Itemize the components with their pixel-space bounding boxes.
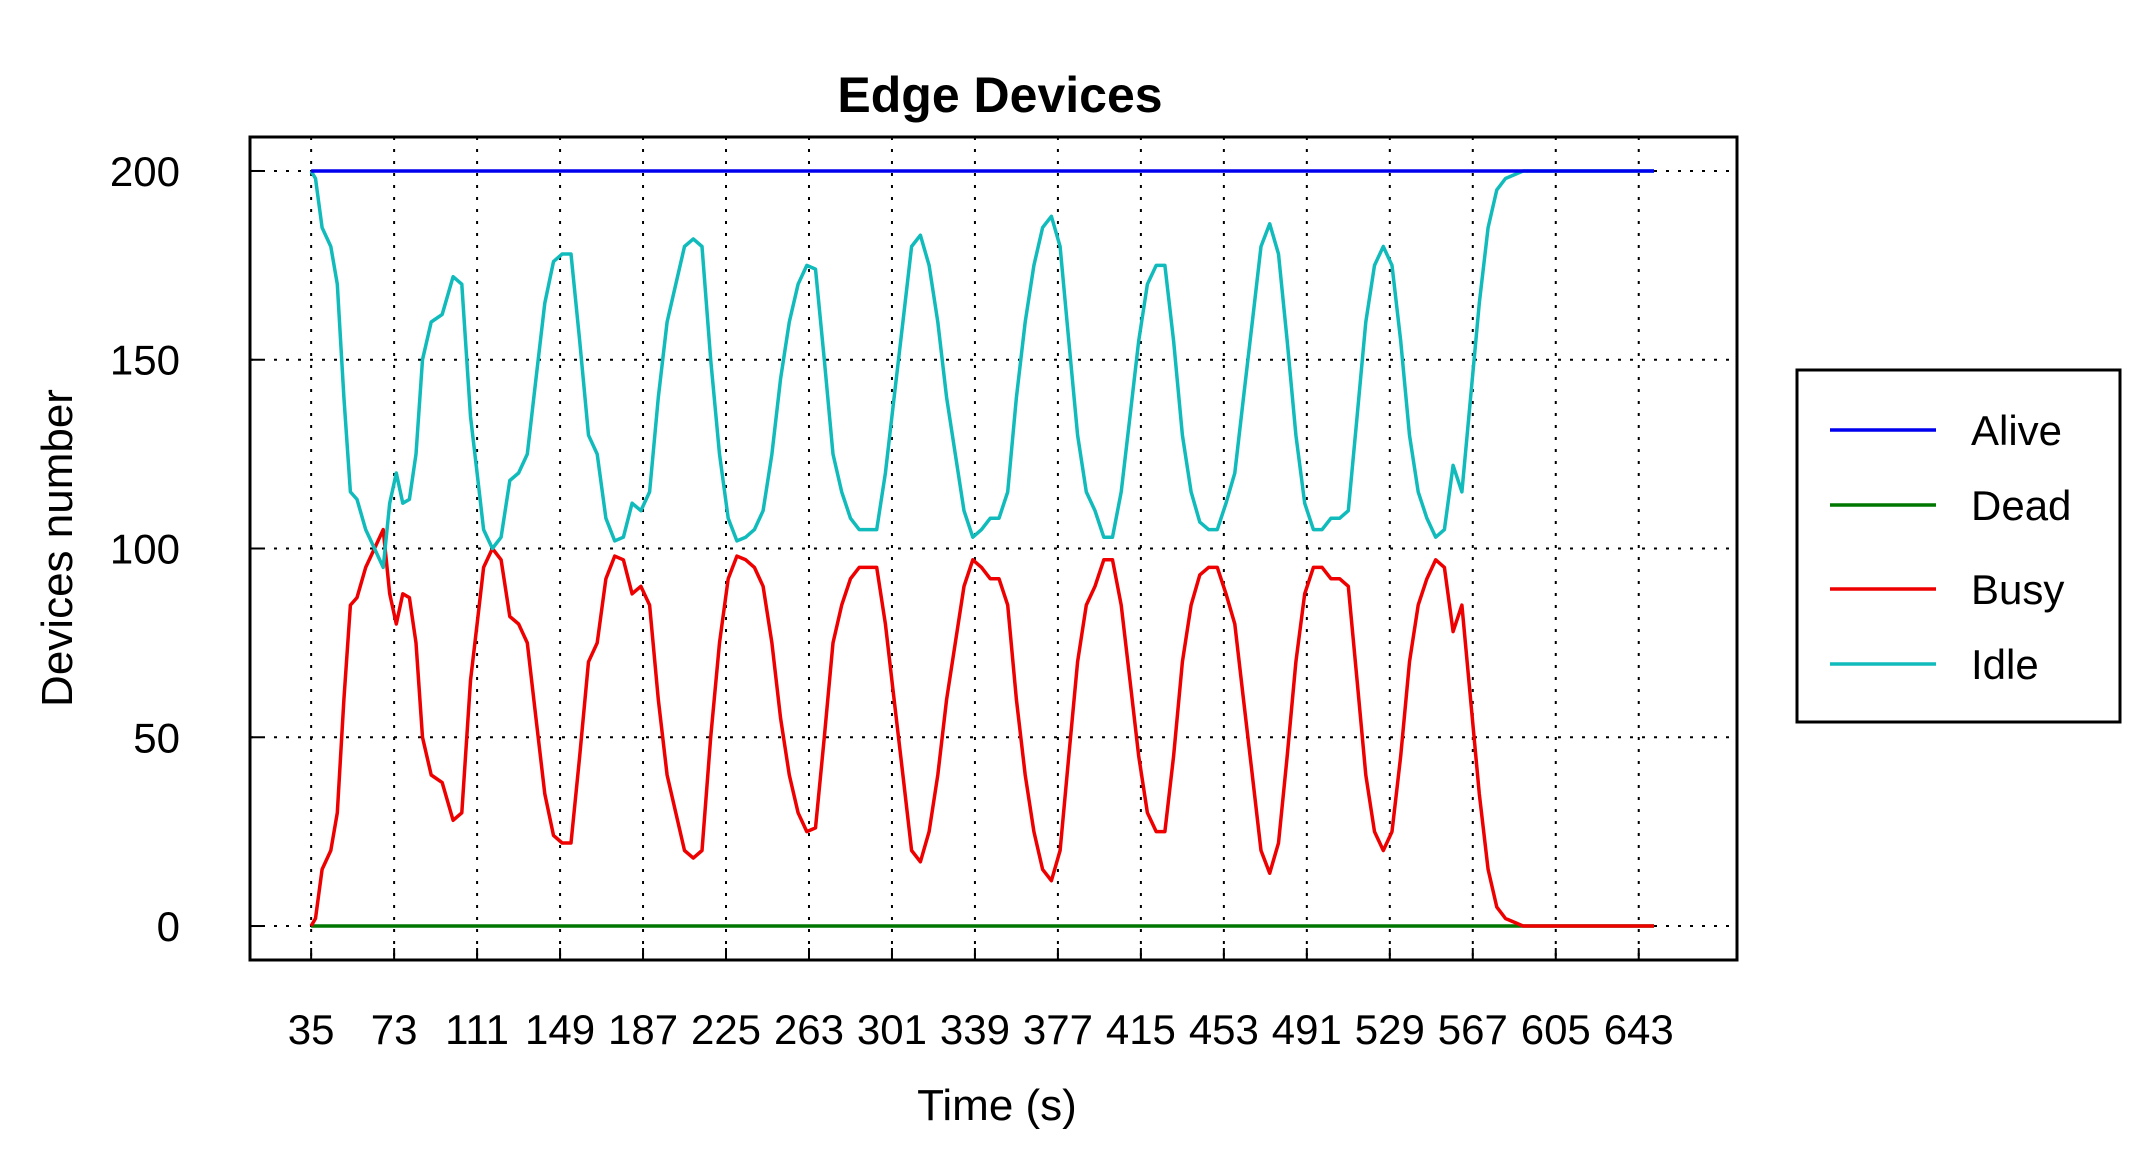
x-tick-label: 605: [1521, 1006, 1591, 1053]
legend-label-busy: Busy: [1971, 566, 2064, 613]
legend-label-idle: Idle: [1971, 641, 2039, 688]
legend: Alive Dead Busy Idle: [1795, 368, 2122, 724]
x-tick-label: 643: [1604, 1006, 1674, 1053]
legend-label-alive: Alive: [1971, 407, 2062, 454]
x-tick-label: 377: [1023, 1006, 1093, 1053]
y-axis-ticks: 0 50 100 150 200: [110, 148, 262, 950]
x-axis-label: Time (s): [917, 1081, 1077, 1130]
y-axis-label: Devices number: [33, 389, 82, 707]
x-tick-label: 529: [1355, 1006, 1425, 1053]
x-tick-label: 567: [1438, 1006, 1508, 1053]
x-tick-label: 225: [691, 1006, 761, 1053]
y-tick-label: 50: [133, 714, 180, 761]
x-tick-label: 415: [1106, 1006, 1176, 1053]
x-tick-label: 35: [288, 1006, 335, 1053]
y-tick-label: 0: [157, 903, 180, 950]
x-tick-label: 301: [857, 1006, 927, 1053]
legend-box: [1795, 368, 2122, 724]
x-tick-label: 73: [371, 1006, 418, 1053]
x-tick-label: 339: [940, 1006, 1010, 1053]
y-tick-label: 150: [110, 337, 180, 384]
series-line-idle: [309, 169, 1654, 570]
series-layer: [309, 169, 1654, 928]
plot-frame: [248, 135, 1739, 962]
x-tick-label: 187: [608, 1006, 678, 1053]
x-tick-label: 263: [774, 1006, 844, 1053]
y-tick-label: 200: [110, 148, 180, 195]
grid: [250, 137, 1737, 960]
chart-title: Edge Devices: [837, 67, 1162, 123]
x-tick-label: 491: [1272, 1006, 1342, 1053]
legend-label-dead: Dead: [1971, 482, 2071, 529]
y-tick-label: 100: [110, 526, 180, 573]
series-line-busy: [309, 527, 1654, 928]
x-tick-label: 111: [445, 1006, 509, 1053]
x-tick-label: 149: [525, 1006, 595, 1053]
x-axis-ticks: 35 73 111 149 187 225 263 301 339 377 415 453 491 529…: [288, 948, 1674, 1053]
legend-items: Alive Dead Busy Idle: [1830, 407, 2071, 688]
x-tick-label: 453: [1189, 1006, 1259, 1053]
